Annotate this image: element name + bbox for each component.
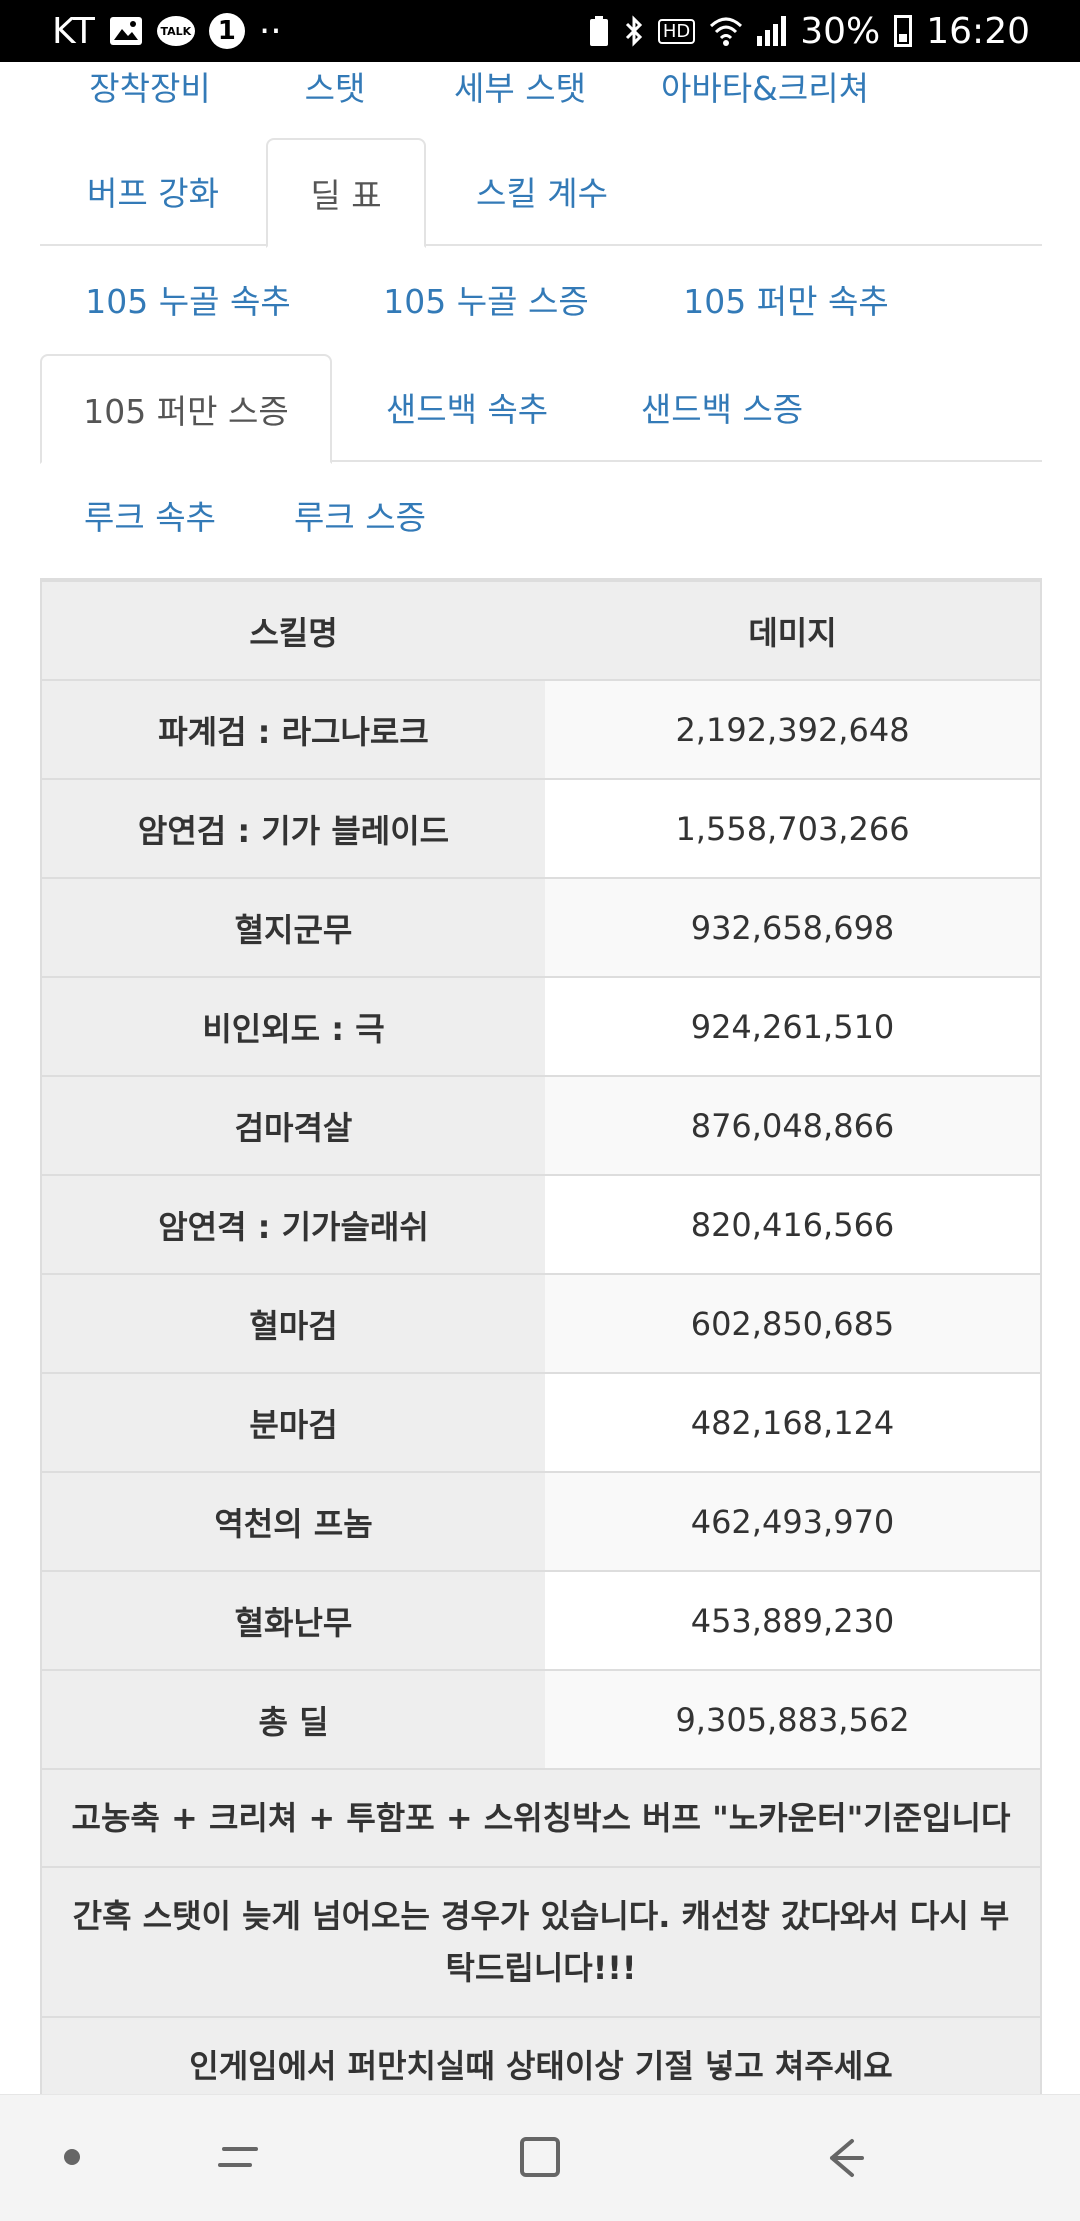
damage-value: 820,416,566 [545, 1174, 1041, 1274]
table-row: 암연검 : 기가 블레이드 1,558,703,266 [41, 778, 1041, 878]
tab-105-nugol-element[interactable]: 105 누골 속추 [85, 282, 291, 321]
primary-tab-row-2: 버프 강화 딜 표 스킬 계수 [40, 138, 1042, 248]
skill-name: 검마격살 [41, 1075, 545, 1175]
damage-value: 924,261,510 [545, 976, 1041, 1076]
page-content: 장착장비 스탯 세부 스탯 아바타&크리쳐 버프 강화 딜 표 스킬 계수 10… [40, 62, 1042, 2116]
status-bar: KT TALK 1 ·· HD 30% 16:20 [0, 0, 1080, 62]
damage-value: 1,558,703,266 [545, 778, 1041, 878]
total-label: 총 딜 [41, 1669, 545, 1769]
nav-indicator-dot [64, 2149, 80, 2165]
more-notifications-dots: ·· [258, 10, 282, 52]
bluetooth-icon [624, 15, 644, 47]
damage-value: 482,168,124 [545, 1372, 1041, 1472]
total-row: 총 딜 9,305,883,562 [41, 1669, 1041, 1769]
damage-value: 453,889,230 [545, 1570, 1041, 1670]
table-row: 암연격 : 기가슬래쉬 820,416,566 [41, 1174, 1041, 1274]
gallery-icon [109, 16, 143, 46]
damage-table: 스킬명 데미지 파계검 : 라그나로크 2,192,392,648 암연검 : 기… [40, 578, 1042, 2116]
table-row: 분마검 482,168,124 [41, 1372, 1041, 1472]
tab-skill-coefficient[interactable]: 스킬 계수 [476, 174, 608, 213]
table-row: 파계검 : 라그나로크 2,192,392,648 [41, 679, 1041, 779]
back-button[interactable] [822, 2135, 868, 2181]
secondary-tab-row-1: 105 누골 속추 105 누골 스증 105 퍼만 속추 [40, 246, 1042, 354]
tab-sandbag-skill[interactable]: 샌드백 스증 [640, 390, 804, 429]
table-row: 혈마검 602,850,685 [41, 1273, 1041, 1373]
skill-name: 혈화난무 [41, 1570, 545, 1670]
skill-name: 역천의 프놈 [41, 1471, 545, 1571]
tab-105-nugol-skill[interactable]: 105 누골 스증 [383, 282, 589, 321]
tab-avatar-creature[interactable]: 아바타&크리쳐 [661, 69, 869, 108]
tab-stats[interactable]: 스탯 [304, 69, 366, 108]
skill-name: 파계검 : 라그나로크 [41, 679, 545, 779]
carrier-label: KT [52, 10, 95, 52]
table-row: 비인외도 : 극 924,261,510 [41, 976, 1041, 1076]
skill-name: 암연격 : 기가슬래쉬 [41, 1174, 545, 1274]
header-damage: 데미지 [545, 578, 1041, 681]
tab-detailed-stats[interactable]: 세부 스탯 [454, 69, 586, 108]
notification-badge-icon: 1 [208, 13, 245, 49]
battery-icon [894, 15, 913, 47]
wifi-icon [709, 16, 743, 46]
total-damage-value: 9,305,883,562 [545, 1669, 1041, 1769]
tab-sandbag-element[interactable]: 샌드백 속추 [385, 390, 549, 429]
table-row: 혈화난무 453,889,230 [41, 1570, 1041, 1670]
table-row: 검마격살 876,048,866 [41, 1075, 1041, 1175]
tab-105-perman-element[interactable]: 105 퍼만 속추 [683, 282, 889, 321]
recycle-battery-icon [588, 15, 610, 47]
tab-luke-element[interactable]: 루크 속추 [84, 498, 216, 537]
damage-value: 932,658,698 [545, 877, 1041, 977]
tab-damage-table[interactable]: 딜 표 [266, 138, 426, 248]
damage-value: 462,493,970 [545, 1471, 1041, 1571]
table-header-row: 스킬명 데미지 [41, 578, 1041, 681]
note-row: 고농축 + 크리쳐 + 투함포 + 스위칭박스 버프 "노카운터"기준입니다 [41, 1768, 1041, 1867]
skill-name: 비인외도 : 극 [41, 976, 545, 1076]
header-skill-name: 스킬명 [41, 578, 545, 681]
damage-value: 876,048,866 [545, 1075, 1041, 1175]
hd-voice-icon: HD [657, 18, 696, 44]
navigation-bar [0, 2094, 1080, 2221]
table-row: 혈지군무 932,658,698 [41, 877, 1041, 977]
table-row: 역천의 프놈 462,493,970 [41, 1471, 1041, 1571]
signal-icon [757, 16, 787, 46]
home-button[interactable] [520, 2137, 560, 2177]
battery-percent: 30% [800, 10, 881, 52]
status-bar-right: HD 30% 16:20 [588, 11, 1030, 52]
tab-luke-skill[interactable]: 루크 스증 [294, 498, 426, 537]
damage-value: 602,850,685 [545, 1273, 1041, 1373]
damage-value: 2,192,392,648 [545, 679, 1041, 779]
primary-tab-row-1: 장착장비 스탯 세부 스탯 아바타&크리쳐 [40, 62, 1042, 132]
secondary-tab-row-2: 105 퍼만 스증 샌드백 속추 샌드백 스증 [40, 354, 1042, 464]
secondary-tab-row-3: 루크 속추 루크 스증 [40, 462, 1042, 570]
skill-name: 혈지군무 [41, 877, 545, 977]
tab-105-perman-skill[interactable]: 105 퍼만 스증 [40, 354, 332, 464]
tab-equipment[interactable]: 장착장비 [89, 69, 211, 108]
status-bar-left: KT TALK 1 ·· [52, 11, 282, 52]
tab-buff-enhance[interactable]: 버프 강화 [87, 174, 219, 213]
recent-apps-button[interactable] [216, 2139, 260, 2177]
skill-name: 혈마검 [41, 1273, 545, 1373]
kakaotalk-icon: TALK [156, 16, 195, 46]
skill-name: 암연검 : 기가 블레이드 [41, 778, 545, 878]
skill-name: 분마검 [41, 1372, 545, 1472]
buff-condition-note: 고농축 + 크리쳐 + 투함포 + 스위칭박스 버프 "노카운터"기준입니다 [41, 1768, 1041, 1867]
clock: 16:20 [926, 10, 1030, 52]
note-row: 간혹 스탯이 늦게 넘어오는 경우가 있습니다. 캐선창 갔다와서 다시 부탁드… [41, 1866, 1041, 2017]
stat-delay-note: 간혹 스탯이 늦게 넘어오는 경우가 있습니다. 캐선창 갔다와서 다시 부탁드… [41, 1866, 1041, 2017]
